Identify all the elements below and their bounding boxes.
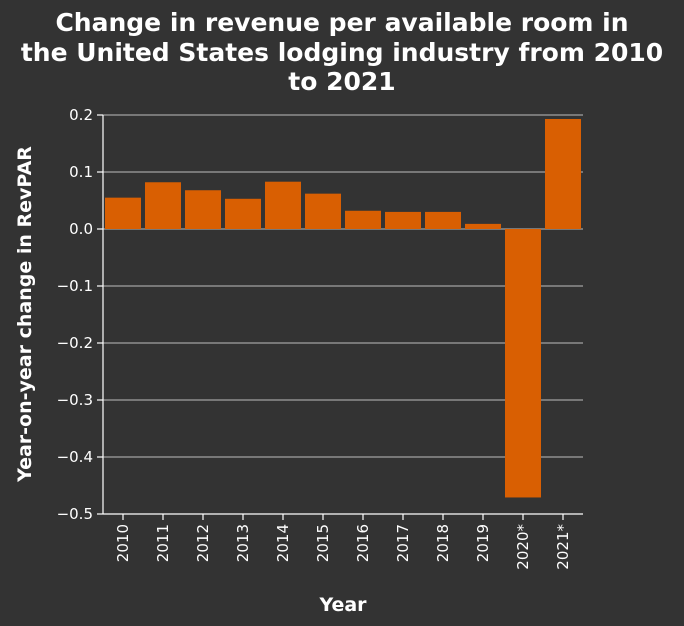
bar-2021-est [545,118,581,229]
y-tick-label: −0.3 [57,391,93,409]
x-axis-label: Year [318,594,367,616]
chart-title-line-3: to 2021 [288,67,395,96]
bar-2019 [465,223,501,229]
x-tick-label: 2013 [234,524,252,562]
x-tick-label: 2015 [314,524,332,562]
x-tick-label: 2014 [274,524,292,562]
chart-title-line-1: Change in revenue per available room in [55,8,628,37]
bar-2013 [225,198,261,229]
bar-2014 [265,181,301,229]
plot-area: 0.20.10.0−0.1−0.2−0.3−0.4−0.5 2010 2011 20… [57,106,583,570]
bar-2020-est [505,229,541,498]
x-ticks: 2010 2011 2012 2013 2014 2015 2016 2017 2018 2019… [114,514,572,570]
y-tick-label: 0.1 [69,163,93,181]
y-tick-label: −0.4 [57,448,93,466]
grid-lines [103,114,583,515]
bar-2010 [105,197,141,229]
x-tick-label: 2016 [354,524,372,562]
bar-2012 [185,190,221,229]
x-tick-label: 2018 [434,524,452,562]
bar-2015 [305,193,341,229]
bar-2016 [345,210,381,229]
bar-2011 [145,182,181,229]
bar-2018 [425,211,461,229]
x-tick-label: 2017 [394,524,412,562]
x-tick-label: 2021* [554,524,572,570]
axes [102,115,583,515]
bar-2017 [385,211,421,229]
x-tick-label: 2019 [474,524,492,562]
y-tick-label: −0.2 [57,334,93,352]
x-tick-label: 2020* [514,524,532,570]
y-tick-label: 0.2 [69,106,93,124]
chart-title-line-2: the United States lodging industry from … [21,38,663,67]
y-tick-label: −0.5 [57,505,93,523]
y-axis-label: Year-on-year change in RevPAR [14,146,36,483]
y-tick-label: 0.0 [69,220,93,238]
x-tick-label: 2012 [194,524,212,562]
x-tick-label: 2010 [114,524,132,562]
bars [105,118,581,498]
x-tick-label: 2011 [154,524,172,562]
y-tick-label: −0.1 [57,277,93,295]
y-ticks: 0.2 0.1 0.0 −0.1 −0.2 −0.3 −0.4 −0.5 [57,106,103,523]
